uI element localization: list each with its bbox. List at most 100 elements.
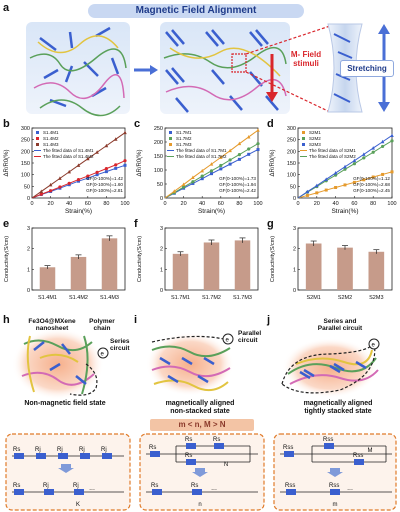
data-point <box>219 163 223 168</box>
data-point <box>114 166 118 170</box>
bar-S1.4M1 <box>39 267 56 290</box>
j-path <box>281 341 376 394</box>
data-point <box>191 175 195 180</box>
legend-marker <box>302 137 305 140</box>
y-tick-label: 50 <box>24 184 30 190</box>
h-electron <box>97 347 109 359</box>
gf-annotation: GF(0-100%)=2.45 <box>353 188 390 193</box>
data-point <box>324 177 328 181</box>
random-polymer-chains <box>29 35 127 117</box>
data-point <box>343 167 347 171</box>
x-axis-label: Strain(%) <box>65 208 92 215</box>
h-nanosheets <box>33 341 87 385</box>
x-tick-label: 20 <box>314 201 320 207</box>
data-point <box>247 147 251 151</box>
relation-badge: m < n, M > N <box>150 419 254 431</box>
data-point <box>76 163 81 167</box>
svg-text:e: e <box>226 338 230 344</box>
data-point <box>381 144 385 149</box>
plot-frame <box>164 127 259 199</box>
panel-label-i: i <box>134 314 138 326</box>
y-tick-label: 100 <box>21 173 30 179</box>
transform-arrow <box>192 468 208 477</box>
legend-label: S1.7M3 <box>176 142 192 147</box>
data-point <box>95 173 99 177</box>
x-tick-label: 100 <box>253 201 262 207</box>
panel-label-a: a <box>3 2 10 14</box>
legend-marker <box>36 131 39 134</box>
data-point <box>58 185 62 189</box>
j-nanosheets <box>299 360 367 380</box>
transform-arrow <box>58 464 74 473</box>
data-point <box>172 189 177 193</box>
n-label: n <box>198 502 201 508</box>
category-label: S2M2 <box>338 295 352 301</box>
M-label: M <box>368 448 373 454</box>
resistor-label: Rs <box>185 453 192 459</box>
data-point <box>256 128 260 132</box>
data-point <box>39 192 43 196</box>
resistor <box>286 489 296 495</box>
polymer-chain-label: Polymer chain <box>89 318 115 332</box>
circuit-diagrams: Rs Rj Rj Rj Rj Rs Rj Rj K... Rs Rs Rs Rs N Rs Rs ... n Rss… <box>5 433 397 511</box>
resistor-label: Rss <box>329 483 339 489</box>
legend-label: S1.4M1 <box>43 130 59 135</box>
i-nanosheets <box>159 356 215 384</box>
legend-label: The fitted data of S1.7M2 <box>176 154 227 159</box>
data-point <box>228 158 232 162</box>
x-axis-label: Strain(%) <box>198 208 225 215</box>
resistor-label: Rj <box>79 447 85 453</box>
data-point <box>352 162 356 166</box>
gf-annotation: GF(0-100%)=1.60 <box>86 182 123 187</box>
y-tick-label: 3 <box>293 226 296 232</box>
data-point <box>104 167 108 171</box>
bar-S1.4M2 <box>70 256 87 290</box>
y-tick-label: 2 <box>293 247 296 253</box>
resistor <box>186 443 196 449</box>
legend-marker <box>36 137 39 140</box>
random-state-box <box>26 22 130 114</box>
data-point <box>48 182 53 187</box>
data-point <box>390 170 394 174</box>
data-point <box>237 153 241 157</box>
y-tick-label: 2 <box>27 247 30 253</box>
category-label: S1.7M1 <box>171 295 190 301</box>
h-path <box>69 363 98 396</box>
panel-label-d: d <box>267 118 274 130</box>
resistor <box>214 443 224 449</box>
data-point <box>95 170 99 174</box>
resistor <box>74 489 84 495</box>
aligned-polymer-chains <box>163 47 287 101</box>
gf-annotation: GF(0-100%)=2.68 <box>353 182 390 187</box>
resistor-label: Rj <box>73 483 79 489</box>
data-point <box>123 163 127 167</box>
category-label: S2M1 <box>306 295 320 301</box>
j-network <box>287 349 379 385</box>
j-state-label: magnetically aligned tightly stacked sta… <box>303 400 373 415</box>
circuit-box-0 <box>5 433 131 511</box>
svg-text:e: e <box>372 343 376 349</box>
legend-label: S2M1 <box>309 130 321 135</box>
y-tick-label: 3 <box>27 226 30 232</box>
y-axis-label: ΔR/R0(%) <box>270 149 276 176</box>
y-tick-label: 1 <box>27 267 30 273</box>
data-point <box>333 171 338 175</box>
data-point <box>86 174 90 178</box>
legend-marker <box>169 131 172 134</box>
data-point <box>237 157 241 161</box>
data-point <box>362 152 366 156</box>
resistor-label: Rss <box>323 437 333 443</box>
random-nanosheets <box>39 26 120 108</box>
legend-label: The fitted data of S2M2 <box>309 154 356 159</box>
data-point <box>191 180 195 184</box>
x-tick-label: 100 <box>387 201 396 207</box>
resistor <box>102 453 112 459</box>
chart-g: 0 1 2 3 Conductivity(S/cm) S2M1 S2M2 S2M3 <box>270 226 393 301</box>
i-path <box>151 335 229 343</box>
y-tick-label: 250 <box>154 126 163 132</box>
resistor-label: Rs <box>13 447 20 453</box>
data-point <box>315 191 319 195</box>
m-label: m <box>333 502 338 508</box>
resistor <box>330 489 340 495</box>
h-circuit-label: Series circuit <box>110 338 130 352</box>
